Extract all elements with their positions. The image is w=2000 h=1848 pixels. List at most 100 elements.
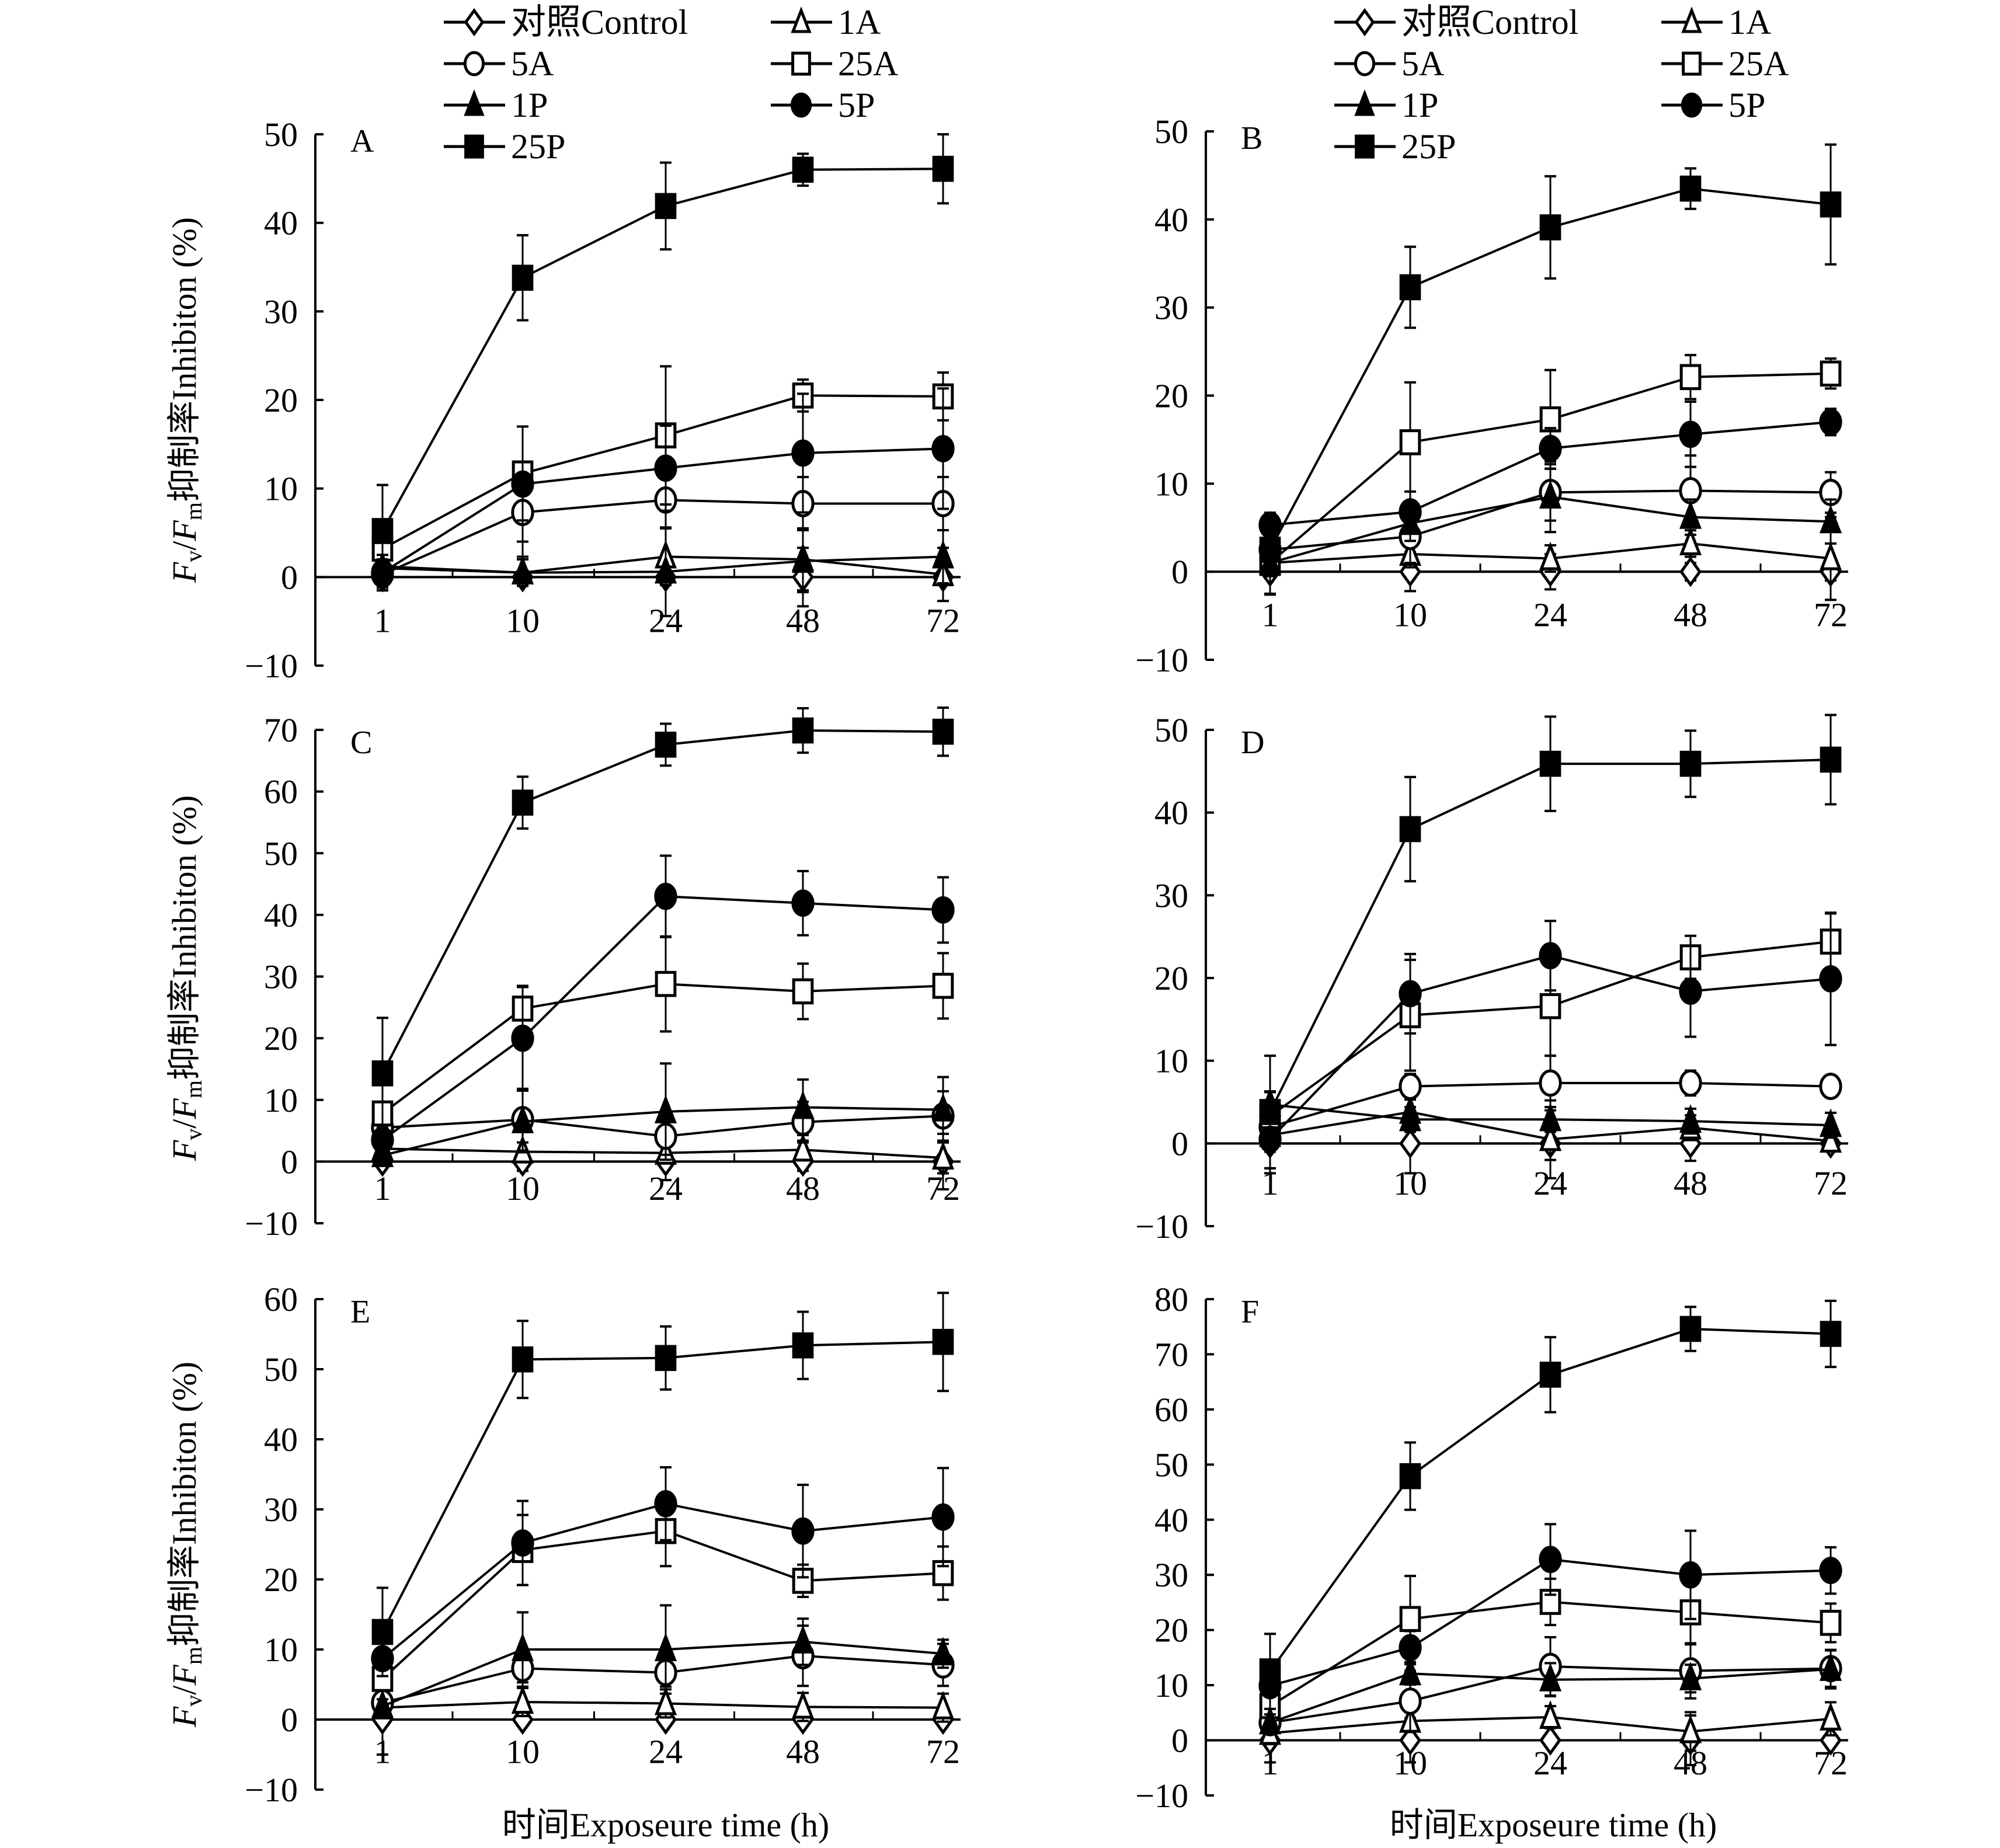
- data-point: [371, 1138, 394, 1167]
- legend-marker-triangle-open-icon: [791, 6, 812, 33]
- panel-letter: E: [350, 1294, 370, 1330]
- series-25a: [371, 935, 954, 1127]
- legend-label: 1A: [838, 3, 881, 41]
- data-point: [1399, 1073, 1422, 1100]
- legend-marker-square-filled-icon: [464, 134, 484, 159]
- data-point: [1679, 1714, 1702, 1743]
- y-tick-label: 30: [264, 293, 298, 330]
- data-point: [371, 1689, 394, 1718]
- data-point: [1539, 942, 1562, 970]
- data-point: [1679, 1661, 1702, 1690]
- data-point: [511, 1529, 534, 1557]
- data-point: [512, 1704, 534, 1735]
- data-point: [1819, 541, 1842, 570]
- legend-marker-circle-open-icon: [463, 51, 485, 76]
- data-point: [511, 1685, 534, 1714]
- series-25p: [1259, 1299, 1842, 1710]
- series-5p: [371, 1466, 955, 1673]
- series-5p: [1258, 401, 1842, 539]
- y-tick-label: 30: [1154, 289, 1188, 327]
- y-tick-label: 0: [1171, 1722, 1188, 1760]
- data-point: [932, 718, 954, 745]
- data-point: [791, 1090, 815, 1119]
- data-point: [371, 518, 394, 544]
- data-point: [1679, 750, 1702, 777]
- data-point: [1679, 977, 1702, 1005]
- data-point: [1539, 541, 1562, 570]
- y-tick-label: 20: [1154, 1612, 1188, 1649]
- series-1p: [1258, 1648, 1842, 1735]
- data-point: [1679, 175, 1702, 202]
- legend-entry: 25A: [1661, 44, 1789, 83]
- y-tick-label: 0: [1171, 1125, 1188, 1163]
- data-point: [654, 555, 677, 584]
- legend-marker-triangle-filled-icon: [1354, 89, 1375, 116]
- data-point: [1679, 1315, 1702, 1342]
- series-25p: [371, 133, 954, 579]
- legend-entry: 5P: [771, 86, 875, 124]
- legend-marker-circle-filled-icon: [790, 92, 812, 118]
- y-tick-label: −10: [245, 1771, 298, 1809]
- data-point: [931, 540, 955, 569]
- panel-F: −1001020304050607080110244872F: [1135, 1280, 1848, 1815]
- data-point: [931, 896, 955, 924]
- data-point: [511, 470, 534, 498]
- legend-label: 5A: [1401, 44, 1444, 83]
- x-tick-label: 72: [1814, 596, 1848, 634]
- data-point: [1820, 1725, 1842, 1756]
- y-tick-label: 10: [1154, 1042, 1188, 1080]
- panel-letter: F: [1241, 1294, 1259, 1330]
- data-point: [1539, 1362, 1561, 1388]
- data-point: [1820, 746, 1842, 773]
- y-tick-label: 50: [1154, 113, 1188, 151]
- x-tick-label: 10: [506, 601, 540, 639]
- data-point: [931, 1092, 955, 1122]
- data-point: [1819, 1124, 1842, 1153]
- legend-entry: 25A: [771, 44, 898, 83]
- data-point: [791, 1690, 815, 1719]
- y-tick-label: 50: [264, 834, 298, 872]
- data-point: [1399, 816, 1421, 843]
- data-point: [1819, 1557, 1842, 1585]
- data-point: [1258, 1706, 1282, 1735]
- data-point: [655, 1345, 677, 1372]
- series-25p: [1259, 143, 1842, 565]
- data-point: [1679, 556, 1702, 587]
- y-tick-label: 40: [1154, 201, 1188, 239]
- data-point: [1399, 980, 1422, 1008]
- data-point: [1399, 1102, 1422, 1132]
- data-point: [511, 1104, 534, 1133]
- series-1p: [1258, 1087, 1842, 1139]
- y-tick-label: −10: [245, 1205, 298, 1243]
- y-tick-label: 40: [264, 896, 298, 934]
- panel-B: −10 0 10 20 30 40 50 1 10 24 48 72 B: [1135, 113, 1848, 679]
- data-point: [1679, 364, 1702, 391]
- x-axis-title-left: 时间Exposeure time (h): [502, 1806, 830, 1844]
- panel-letter: C: [350, 725, 372, 761]
- data-point: [1679, 1104, 1702, 1133]
- data-point: [512, 265, 534, 291]
- legend-marker-diamond-open-icon: [464, 8, 485, 37]
- data-point: [932, 973, 954, 999]
- y-tick-label: 40: [264, 204, 298, 242]
- legend-entry: 1A: [771, 3, 881, 41]
- legend-entry: 1A: [1661, 3, 1771, 41]
- y-tick-label: 30: [1154, 876, 1188, 914]
- y-tick-label: 60: [264, 773, 298, 811]
- legend-label: 对照Control: [1401, 3, 1578, 41]
- data-point: [1399, 1725, 1421, 1756]
- data-point: [792, 1332, 814, 1359]
- legend-marker-circle-filled-icon: [1681, 92, 1703, 118]
- x-tick-label: 10: [506, 1732, 540, 1770]
- y-tick-label: 20: [264, 1019, 298, 1057]
- data-point: [654, 1633, 677, 1662]
- x-tick-label: 1: [1262, 596, 1279, 634]
- data-point: [1399, 1606, 1421, 1633]
- data-point: [511, 555, 534, 584]
- data-point: [1539, 480, 1562, 509]
- data-point: [1399, 1687, 1422, 1715]
- data-point: [931, 1141, 955, 1170]
- legend-entry: 5P: [1661, 86, 1765, 124]
- legend-label: 1P: [511, 86, 548, 124]
